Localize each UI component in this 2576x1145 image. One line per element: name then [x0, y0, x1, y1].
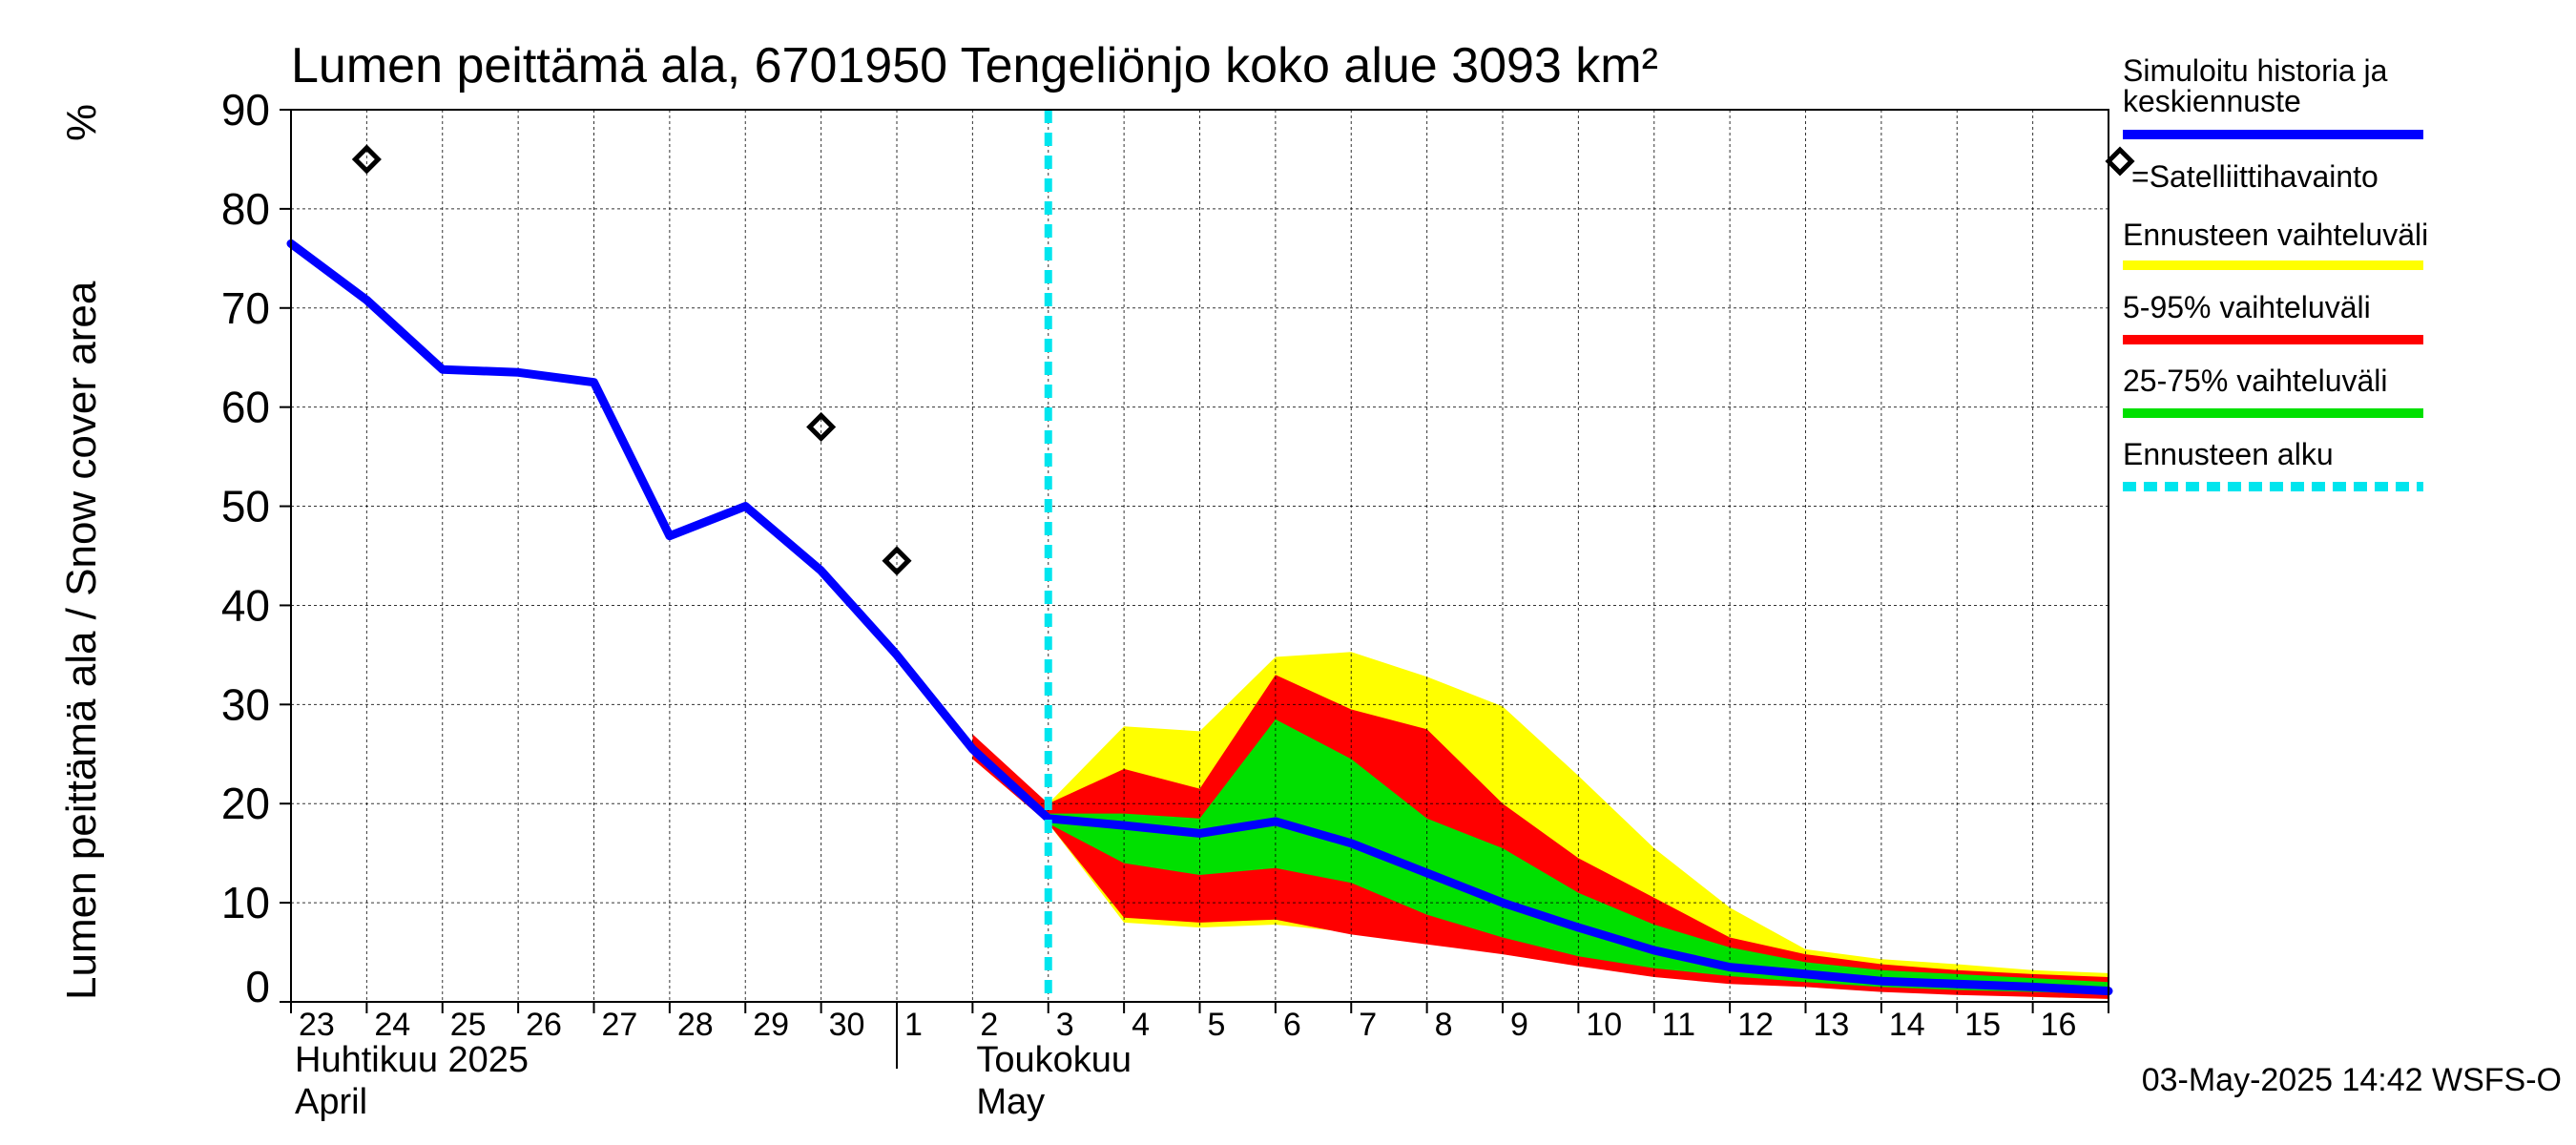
x-tick-label: 1	[904, 1007, 923, 1043]
legend-label: Ennusteen alku	[2123, 437, 2334, 471]
y-tick-label: 40	[221, 580, 270, 630]
x-tick-label: 7	[1359, 1007, 1377, 1043]
y-axis-unit: %	[58, 104, 105, 141]
x-tick-label: 2	[980, 1007, 998, 1043]
timestamp: 03-May-2025 14:42 WSFS-O	[2142, 1062, 2562, 1098]
x-tick-label: 27	[602, 1007, 638, 1043]
y-tick-label: 70	[221, 283, 270, 333]
y-tick-label: 60	[221, 383, 270, 432]
legend-label: Simuloitu historia ja	[2123, 53, 2388, 88]
y-tick-label: 50	[221, 482, 270, 531]
y-tick-label: 20	[221, 779, 270, 828]
y-tick-label: 80	[221, 184, 270, 234]
band-3	[1048, 718, 2109, 994]
x-tick-label: 10	[1586, 1007, 1622, 1043]
x-tick-label: 12	[1737, 1007, 1774, 1043]
satellite-observations	[351, 144, 912, 576]
legend-label: keskiennuste	[2123, 84, 2301, 118]
satellite-observation-marker	[882, 546, 912, 576]
x-tick-label: 26	[526, 1007, 562, 1043]
x-tick-label: 11	[1662, 1007, 1695, 1043]
x-tick-label: 28	[677, 1007, 714, 1043]
month-label-fi: Toukokuu	[976, 1040, 1132, 1080]
y-axis-label: Lumen peittämä ala / Snow cover area	[58, 281, 105, 1000]
x-tick-label: 29	[753, 1007, 789, 1043]
month-label-en: April	[295, 1082, 367, 1122]
x-tick-label: 25	[450, 1007, 487, 1043]
x-tick-label: 16	[2041, 1007, 2077, 1043]
x-tick-label: 6	[1283, 1007, 1301, 1043]
x-tick-label: 13	[1814, 1007, 1850, 1043]
x-tick-label: 8	[1435, 1007, 1453, 1043]
x-tick-label: 23	[299, 1007, 335, 1043]
series-line-1	[286, 239, 2113, 996]
x-tick-label: 4	[1132, 1007, 1150, 1043]
plot-area	[286, 109, 2113, 1003]
x-tick-label: 3	[1056, 1007, 1074, 1043]
month-label-en: May	[976, 1082, 1045, 1122]
legend-label: Ennusteen vaihteluväli	[2123, 218, 2428, 252]
y-tick-label: 0	[245, 962, 270, 1011]
legend-label: 25-75% vaihteluväli	[2123, 364, 2388, 398]
satellite-observation-marker	[351, 144, 382, 175]
x-tick-label: 5	[1208, 1007, 1226, 1043]
y-axis-ticks: 0 10 20 30 40 50 60 70 80 90	[221, 85, 291, 1011]
legend-label: =Satelliittihavainto	[2131, 159, 2379, 194]
legend-diamond-symbol	[2105, 146, 2135, 177]
y-tick-label: 90	[221, 85, 270, 135]
y-tick-label: 10	[221, 878, 270, 927]
x-tick-label: 30	[829, 1007, 865, 1043]
x-tick-label: 15	[1964, 1007, 2001, 1043]
x-tick-label: 14	[1889, 1007, 1925, 1043]
legend-label: 5-95% vaihteluväli	[2123, 290, 2371, 324]
y-tick-label: 30	[221, 679, 270, 729]
data-series	[286, 239, 2113, 996]
x-tick-label: 9	[1510, 1007, 1528, 1043]
satellite-observation-marker	[806, 411, 837, 442]
x-tick-label: 24	[374, 1007, 410, 1043]
month-label-fi: Huhtikuu 2025	[295, 1040, 529, 1080]
x-axis-ticks: 23 24 25 26 27 28 29 30 1 2 3 4 5 6 7 8 9 10 11 12 13 14 15 16H…	[290, 1002, 2109, 1122]
chart-title: Lumen peittämä ala, 6701950 Tengeliönjo …	[291, 38, 1658, 94]
